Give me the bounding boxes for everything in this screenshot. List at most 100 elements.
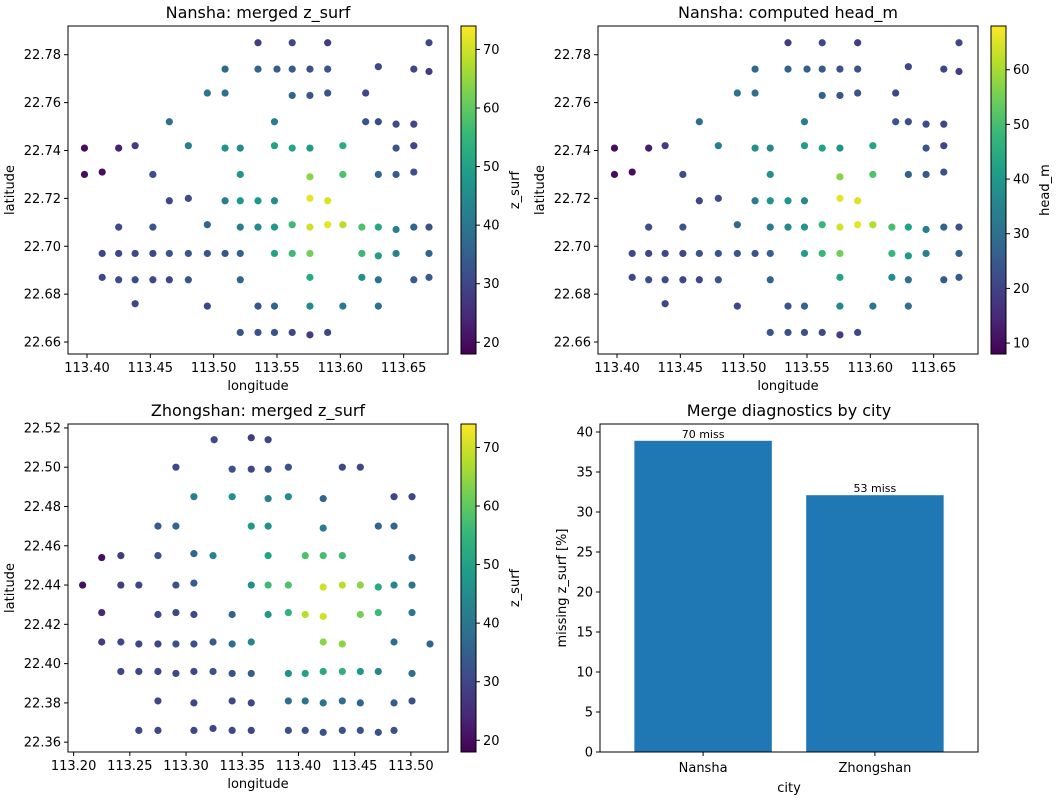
colorbar-tick-label: 20 xyxy=(483,336,500,351)
colorbar-label: head_m xyxy=(1038,164,1053,216)
data-point xyxy=(362,118,370,126)
data-point xyxy=(818,91,826,100)
data-point xyxy=(836,194,844,202)
data-point xyxy=(356,610,364,619)
data-point xyxy=(319,551,327,560)
data-point xyxy=(306,302,314,310)
data-point xyxy=(284,669,292,678)
data-point xyxy=(854,221,862,229)
data-point xyxy=(800,197,809,205)
data-point xyxy=(264,610,272,619)
axes-frame xyxy=(67,423,449,753)
data-point xyxy=(374,608,382,617)
data-point xyxy=(228,640,236,648)
data-point xyxy=(940,223,948,231)
data-point xyxy=(390,638,398,646)
data-point xyxy=(247,434,255,442)
data-point xyxy=(854,39,862,47)
data-point xyxy=(288,328,296,337)
data-point xyxy=(209,667,217,676)
data-point xyxy=(117,667,125,676)
data-point xyxy=(714,276,722,284)
y-axis-label: latitude xyxy=(3,563,18,613)
data-point xyxy=(410,168,418,176)
x-tick-label: 113.20 xyxy=(51,759,97,774)
data-point xyxy=(288,221,296,229)
data-point xyxy=(306,91,314,100)
data-point xyxy=(247,638,255,646)
data-point xyxy=(172,463,180,471)
data-point xyxy=(888,273,896,281)
y-tick-label: 22.52 xyxy=(24,421,61,436)
data-point xyxy=(374,63,382,71)
data-point xyxy=(940,142,948,150)
data-point xyxy=(695,197,703,205)
colorbar-label: z_surf xyxy=(508,568,523,607)
data-point xyxy=(149,170,157,179)
data-point xyxy=(784,197,792,205)
data-point xyxy=(390,699,398,707)
data-point xyxy=(358,223,366,231)
data-point xyxy=(319,667,327,676)
data-point xyxy=(149,276,157,284)
data-point xyxy=(751,65,759,73)
data-point xyxy=(247,699,255,707)
data-point xyxy=(306,249,314,258)
data-point xyxy=(836,223,844,231)
data-point xyxy=(338,551,346,560)
data-point xyxy=(426,640,434,648)
data-point xyxy=(117,581,125,589)
plot-area xyxy=(598,26,978,354)
data-point xyxy=(766,144,774,152)
data-point xyxy=(338,726,346,734)
y-axis-label: missing z_surf [%] xyxy=(555,529,570,648)
data-point xyxy=(410,65,418,73)
data-point xyxy=(374,118,382,126)
data-point xyxy=(301,669,309,678)
data-point xyxy=(190,493,198,501)
data-point xyxy=(247,669,255,678)
data-point xyxy=(284,581,292,589)
data-point xyxy=(319,495,327,503)
data-point xyxy=(733,89,741,97)
data-point xyxy=(955,273,963,281)
x-tick-label: 113.45 xyxy=(332,759,378,774)
data-point xyxy=(190,726,198,734)
data-point xyxy=(203,89,211,97)
data-point xyxy=(98,553,106,562)
axes-frame xyxy=(599,423,979,753)
data-point xyxy=(356,667,364,676)
data-point xyxy=(836,331,844,339)
colorbar-tick-label: 40 xyxy=(483,219,500,234)
data-point xyxy=(818,39,826,47)
data-point xyxy=(203,249,211,258)
y-tick-label: 22.40 xyxy=(24,657,61,672)
data-point xyxy=(165,249,173,258)
data-point xyxy=(306,223,314,231)
data-point xyxy=(922,249,930,258)
data-point xyxy=(610,144,619,152)
y-tick-label: 10 xyxy=(576,666,593,681)
data-point xyxy=(390,581,398,589)
data-point xyxy=(338,697,346,705)
data-point xyxy=(154,697,162,705)
colorbar-tick-label: 50 xyxy=(483,558,500,573)
data-point xyxy=(410,223,418,231)
data-point xyxy=(228,465,236,473)
data-point xyxy=(888,223,896,231)
colorbar-tick-label: 20 xyxy=(1013,282,1030,297)
data-point xyxy=(784,223,792,231)
panel-title: Nansha: merged z_surf xyxy=(166,3,351,23)
data-point xyxy=(98,249,106,258)
data-point xyxy=(408,581,416,589)
data-point xyxy=(955,223,963,231)
data-point xyxy=(390,522,398,530)
data-point xyxy=(904,223,912,231)
x-tick-label: 113.60 xyxy=(318,361,364,376)
data-point xyxy=(319,524,327,532)
data-point xyxy=(254,223,262,231)
data-point xyxy=(836,91,844,100)
data-point xyxy=(940,168,948,176)
data-point xyxy=(784,328,792,337)
panel-title: Zhongshan: merged z_surf xyxy=(151,401,366,421)
